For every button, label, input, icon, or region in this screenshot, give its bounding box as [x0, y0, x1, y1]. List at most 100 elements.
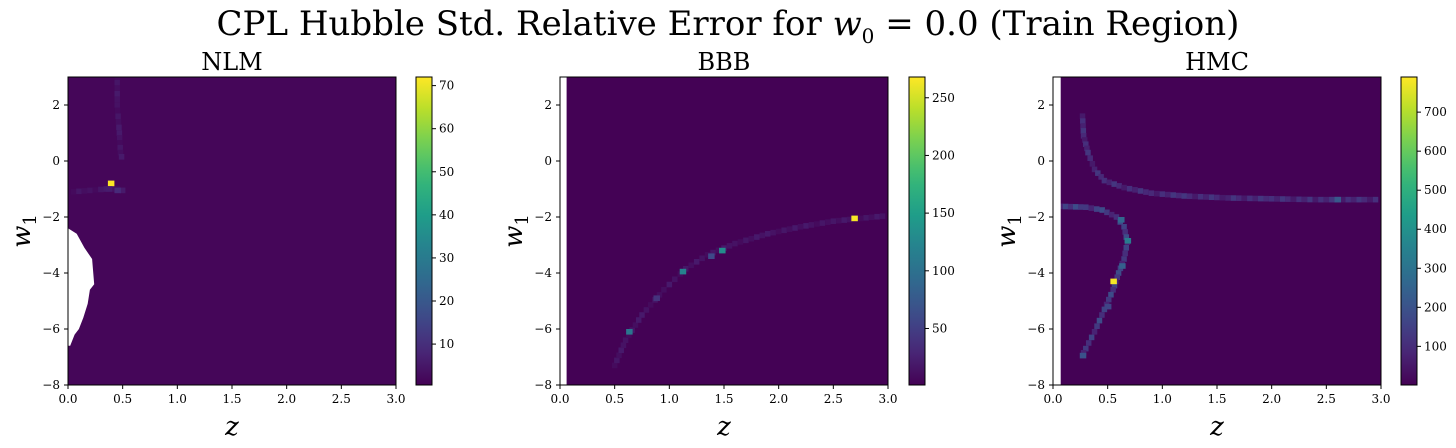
y-axis-label: w1 [499, 214, 533, 248]
heatmap-cell [1080, 118, 1086, 124]
heatmap-cell [1203, 194, 1209, 200]
heatmap-cell [693, 259, 700, 265]
heatmap-cell [1096, 317, 1103, 324]
heatmap-background [1053, 77, 1381, 385]
masked-region [68, 228, 95, 346]
x-tick-label: 3.0 [386, 392, 405, 406]
heatmap-cell [1085, 340, 1092, 346]
heatmap-cell [656, 292, 663, 298]
heatmap-cell [1350, 196, 1357, 203]
colorbar [1400, 76, 1418, 386]
heatmap-cell [114, 77, 120, 80]
x-tick-label: 2.0 [1262, 392, 1281, 406]
colorbar-tick-label: 10 [439, 337, 454, 351]
y-tick-label: 0 [52, 154, 60, 168]
heatmap-cell [1083, 141, 1089, 147]
heatmap-cell [114, 85, 120, 91]
heatmap-cell [786, 226, 793, 232]
heatmap-cell [1095, 170, 1101, 176]
heatmap-cell [1175, 192, 1182, 199]
colorbar-tick-label: 100 [1424, 339, 1447, 353]
heatmap-cell [764, 231, 771, 237]
y-tick-label: −8 [42, 378, 60, 392]
heatmap-cell [114, 102, 120, 108]
heatmap-cell [737, 239, 744, 245]
heatmap-cell [1170, 192, 1177, 198]
heatmap-cell [1087, 155, 1093, 161]
heatmap-cell [1290, 196, 1297, 203]
heatmap-cell [1318, 196, 1324, 203]
heatmap-cell [1301, 196, 1308, 203]
x-tick-label: 3.0 [878, 392, 897, 406]
x-tick-label: 1.0 [1153, 392, 1172, 406]
heatmap-cell [1197, 193, 1204, 200]
heatmap-cell [1079, 113, 1086, 119]
y-tick-label: −8 [1027, 378, 1045, 392]
heatmap-cell [614, 357, 620, 364]
heatmap-cell [1279, 196, 1286, 202]
colorbar-tick-label: 50 [439, 165, 454, 179]
colorbar-tick-label: 20 [439, 294, 454, 308]
colorbar-tick-label: 200 [1424, 300, 1447, 314]
heatmap-cell [1329, 196, 1335, 203]
heatmap-cell [1106, 179, 1113, 186]
x-axis-label: z [1209, 412, 1224, 442]
heatmap-cell [632, 322, 639, 328]
heatmap-cell [620, 342, 627, 349]
heatmap-cell [115, 119, 122, 125]
heatmap-cell [114, 79, 120, 86]
heatmap-cell [863, 215, 869, 221]
y-tick-label: −4 [1027, 266, 1045, 280]
heatmap-cell [1110, 287, 1116, 293]
heatmap-cell [688, 262, 694, 269]
colorbar-tick-label: 30 [439, 251, 454, 265]
heatmap-cell [1113, 214, 1120, 220]
heatmap-cell [1181, 193, 1187, 199]
heatmap-cell [1067, 203, 1074, 210]
heatmap-cell [117, 149, 124, 156]
heatmap-cell [1108, 291, 1114, 298]
heatmap-cell [1121, 184, 1127, 191]
heatmap-cell [1159, 191, 1166, 197]
heatmap-cell [114, 96, 120, 103]
colorbar-tick-label: 200 [932, 148, 955, 162]
colorbar [415, 76, 433, 386]
heatmap-cell [1122, 250, 1128, 257]
heatmap-cell [1214, 194, 1220, 201]
x-tick-label: 2.0 [769, 392, 788, 406]
heatmap-cell [635, 317, 642, 323]
heatmap-cell [626, 332, 632, 338]
panel-bbb: 0.0 0.5 1.0 1.5 2.0 2.5 3.0 −8 −6 −4 −2 0 2 BBB z w1 50 1… [499, 48, 955, 442]
heatmap-cell [115, 113, 121, 119]
heatmap-cell [814, 221, 820, 227]
heatmap-cell [1085, 149, 1091, 156]
y-tick-label: 2 [52, 98, 60, 112]
heatmap-hotspot [708, 253, 715, 259]
panel-title: NLM [201, 48, 263, 76]
heatmap-cell [770, 229, 776, 236]
heatmap-cell [1091, 166, 1098, 173]
heatmap-cell [704, 252, 711, 258]
heatmap-cell [759, 232, 766, 239]
x-tick-label: 0.5 [605, 392, 624, 406]
colorbar-tick-label: 700 [1424, 105, 1447, 119]
heatmap-cell [1080, 133, 1087, 139]
heatmap-background [560, 77, 888, 385]
colorbar-tick-label: 250 [932, 91, 955, 105]
heatmap-hotspot [1079, 352, 1087, 359]
heatmap-cell [647, 302, 654, 308]
heatmap-cell [1126, 185, 1133, 192]
panel-nlm: 0.0 0.5 1.0 1.5 2.0 2.5 3.0 −8 −6 −4 −2 0 2 NLM z w1 10 2… [7, 48, 454, 442]
heatmap-cell [1080, 123, 1086, 129]
heatmap-cell [1230, 195, 1237, 201]
heatmap-cell [1285, 196, 1291, 202]
panel-title: HMC [1185, 48, 1249, 76]
heatmap-cell [1323, 196, 1330, 203]
heatmap-cell [726, 243, 733, 249]
heatmap-cell [710, 249, 716, 256]
heatmap-cell [1307, 196, 1313, 203]
heatmap-cell [116, 135, 123, 141]
colorbar-tick-label: 70 [439, 79, 454, 93]
heatmap-cell [1062, 203, 1069, 210]
